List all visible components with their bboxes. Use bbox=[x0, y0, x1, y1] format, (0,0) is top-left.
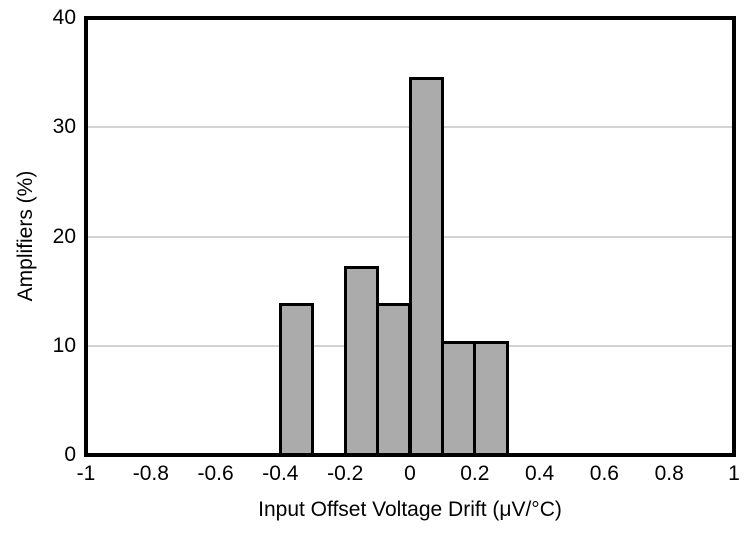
x-axis-title: Input Offset Voltage Drift (μV/°C) bbox=[258, 498, 562, 521]
histogram-bar bbox=[278, 302, 315, 457]
x-tick-label-0.8: 0.8 bbox=[654, 462, 684, 485]
histogram-bar bbox=[473, 340, 509, 457]
histogram-bar bbox=[376, 302, 412, 457]
x-tick-label-0.2: 0.2 bbox=[460, 462, 490, 485]
y-tick-label-30: 30 bbox=[52, 115, 76, 139]
x-tick-label-0: 0 bbox=[404, 462, 416, 485]
y-tick-label-10: 10 bbox=[52, 333, 76, 357]
x-tick-label--0.4: -0.4 bbox=[262, 462, 299, 485]
y-tick-label-0: 0 bbox=[64, 443, 76, 466]
plot-area bbox=[84, 16, 736, 457]
histogram-bar bbox=[440, 340, 477, 457]
x-tick-label-0.6: 0.6 bbox=[589, 462, 619, 485]
y-tick-label-20: 20 bbox=[52, 224, 76, 248]
x-tick-label--1: -1 bbox=[76, 462, 96, 485]
x-tick-label--0.6: -0.6 bbox=[197, 462, 234, 485]
x-tick-label-1: 1 bbox=[728, 462, 740, 485]
x-tick-label--0.8: -0.8 bbox=[132, 462, 169, 485]
histogram-bar bbox=[408, 76, 444, 457]
y-tick-label-40: 40 bbox=[52, 6, 76, 29]
histogram-bar bbox=[343, 265, 380, 457]
x-tick-label-0.4: 0.4 bbox=[524, 462, 555, 485]
x-tick-label--0.2: -0.2 bbox=[327, 462, 364, 485]
